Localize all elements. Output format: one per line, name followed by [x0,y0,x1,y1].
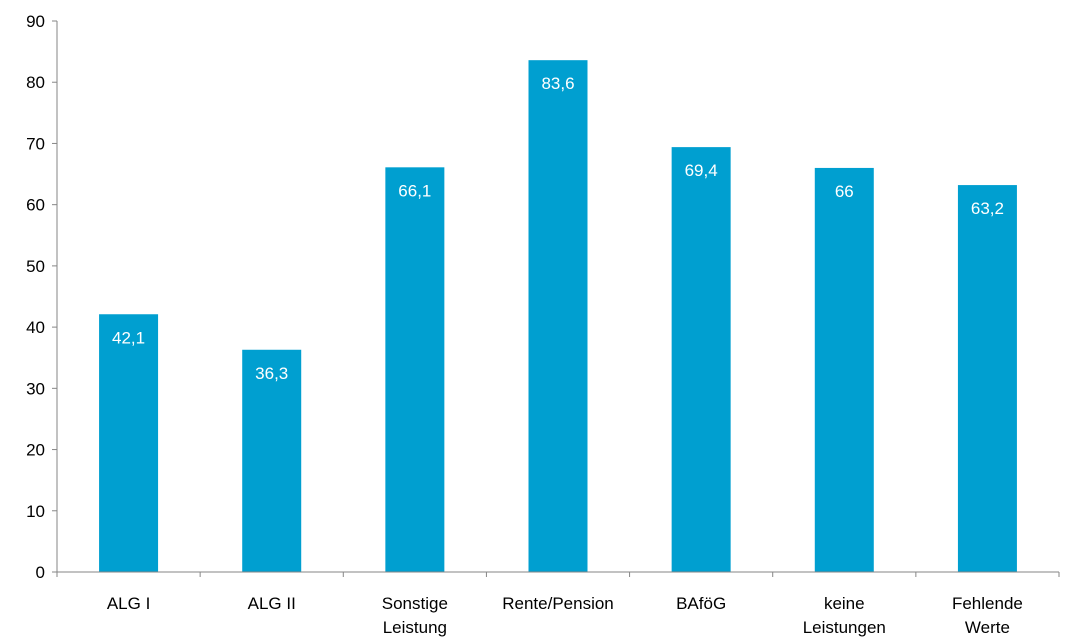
y-tick-label: 80 [26,73,45,92]
data-label: 42,1 [112,328,145,347]
bar [99,314,159,572]
y-tick-label: 50 [26,257,45,276]
x-tick-label: ALG I [107,594,150,613]
bar [814,167,874,572]
y-tick-label: 20 [26,441,45,460]
data-label: 63,2 [971,199,1004,218]
bar [671,147,731,572]
y-tick-label: 70 [26,134,45,153]
y-axis: 0 10 20 30 40 50 60 70 80 90 [26,12,58,582]
data-label: 83,6 [541,74,574,93]
x-axis: ALG I ALG II Sonstige Leistung Rente/Pension… [56,571,1060,637]
data-label: 66,1 [398,181,431,200]
y-tick-label: 90 [26,12,45,31]
bar [242,349,302,572]
data-label: 36,3 [255,364,288,383]
x-tick-label: Rente/Pension [502,594,614,613]
x-tick-label: BAföG [676,594,726,613]
x-tick-label: ALG II [248,594,296,613]
y-tick-label: 30 [26,379,45,398]
bar [385,167,445,572]
x-tick-label: Fehlende Werte [952,594,1023,637]
y-tick-label: 60 [26,196,45,215]
y-tick-label: 10 [26,502,45,521]
data-label: 69,4 [685,161,718,180]
x-tick-label: keine Leistungen [803,594,886,637]
data-label: 66 [835,182,854,201]
bars: 42,1 36,3 66,1 83,6 69,4 66 63,2 [99,60,1017,572]
bar [528,60,588,572]
bar [957,185,1017,572]
y-tick-label: 40 [26,318,45,337]
y-tick-label: 0 [36,563,45,582]
x-tick-label: Sonstige Leistung [382,594,448,637]
